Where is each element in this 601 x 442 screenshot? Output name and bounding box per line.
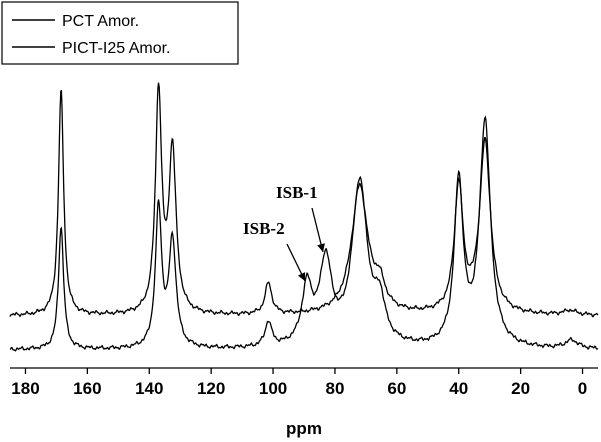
legend: PCT Amor. PICT-I25 Amor. [1, 1, 239, 65]
x-tick-label: 120 [197, 379, 225, 398]
series-line-pict [9, 115, 599, 352]
x-tick-label: 160 [73, 379, 101, 398]
annotation-label: ISB-1 [276, 183, 318, 202]
annotation-group: ISB-1 ISB-2 [243, 183, 325, 282]
legend-box [1, 1, 239, 65]
legend-label-pct: PCT Amor. [62, 13, 139, 30]
legend-label-pict: PICT-I25 Amor. [62, 40, 170, 57]
series-line-pct [9, 82, 599, 318]
x-tick-label: 140 [135, 379, 163, 398]
x-axis: 180 160 140 120 100 80 60 40 20 0 ppm [10, 367, 598, 438]
series-group [9, 82, 599, 352]
x-axis-ticks: 180 160 140 120 100 80 60 40 20 0 [11, 368, 587, 398]
x-tick-label: 20 [511, 379, 530, 398]
annotation-label: ISB-2 [243, 219, 285, 238]
x-tick-label: 60 [387, 379, 406, 398]
annotation-arrow-head [297, 272, 306, 281]
x-tick-label: 100 [259, 379, 287, 398]
x-axis-title: ppm [286, 419, 322, 438]
x-tick-label: 180 [11, 379, 39, 398]
x-tick-label: 80 [325, 379, 344, 398]
x-tick-label: 0 [578, 379, 587, 398]
x-tick-label: 40 [449, 379, 468, 398]
annotation-arrow-head [317, 243, 325, 252]
